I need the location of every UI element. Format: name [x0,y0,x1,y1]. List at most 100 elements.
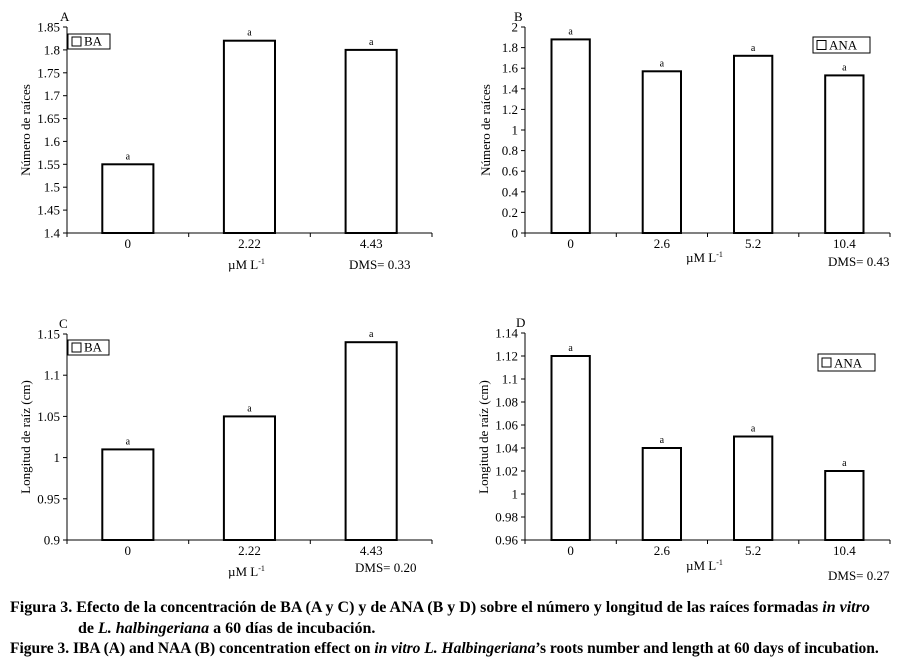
chart-b-y-tick-label-6: 1.2 [502,102,518,117]
chart-d-x-tick-label-3: 10.4 [833,543,856,558]
x-axis-title-superscript: -1 [258,257,265,266]
chart-a-y-tick-label-0: 1.4 [44,226,61,241]
chart-d-significance-label-0: a [568,343,573,354]
chart-c-x-axis-title: µM L-1 [228,564,265,579]
caption-spanish-text: a 60 días de incubación. [209,619,376,637]
caption-english-line: Figure 3. IBA (A) and NAA (B) concentrat… [10,639,879,660]
chart-d-x-axis-title: µM L-1 [686,558,723,573]
chart-a-y-tick-label-4: 1.6 [44,134,61,149]
chart-c-significance-label-1: a [247,403,252,414]
chart-a-y-tick-label-2: 1.5 [44,180,60,195]
caption-spanish-line-2: de L. halbingeriana a 60 días de incubac… [10,619,879,640]
figure-captions: Figura 3. Efecto de la concentración de … [10,598,879,660]
x-axis-title-superscript: -1 [258,564,265,573]
chart-c-y-axis-title: Longitud de raíz (cm) [18,380,33,494]
chart-c-bar-1 [222,415,276,541]
chart-d-y-tick-label-8: 1.12 [495,349,518,364]
chart-a-y-tick-label-3: 1.55 [37,157,60,172]
chart-a-x-tick-label-0: 0 [125,236,132,251]
chart-b-bar-1 [641,70,683,234]
chart-b-x-axis-title: µM L-1 [686,250,723,265]
caption-spanish-line-1: Figura 3. Efecto de la concentración de … [10,598,879,619]
chart-d-x-tick-label-1: 2.6 [654,543,671,558]
chart-d-dms-annotation: DMS= 0.27 [828,568,890,583]
chart-a-x-tick-label-1: 2.22 [238,236,261,251]
chart-b-y-tick-label-8: 1.6 [502,61,519,76]
panel-letter-b: B [514,9,523,24]
chart-d-y-tick-label-2: 1 [512,487,519,502]
chart-d-bar-2 [733,435,774,541]
chart-d-significance-label-2: a [751,424,756,435]
x-axis-title-unit: µM L [228,564,258,579]
caption-english-text: ’s roots number and length at 60 days of… [535,640,879,657]
chart-a-y-tick-label-1: 1.45 [37,203,60,218]
chart-d-significance-label-1: a [660,435,665,446]
chart-b-y-tick-label-0: 0 [512,226,519,241]
chart-b-x-tick-label-0: 0 [567,236,574,251]
chart-c-dms-annotation: DMS= 0.20 [355,560,417,575]
chart-b-significance-label-0: a [568,26,573,37]
chart-b-y-tick-label-9: 1.8 [502,40,518,55]
chart-a-bar-1 [222,39,276,235]
x-axis-title-superscript: -1 [716,558,723,567]
chart-d-y-tick-label-5: 1.06 [495,418,518,433]
x-axis-title-unit: µM L [686,250,716,265]
legend-swatch [821,357,832,368]
chart-c-legend: BA [67,339,110,356]
chart-b-y-tick-label-10: 2 [512,20,519,35]
chart-d-bar-1 [641,447,683,541]
caption-english-italic: in vitro L. Halbingeriana [374,640,536,657]
chart-a-dms-annotation: DMS= 0.33 [349,257,411,272]
chart-b-legend: ANA [812,36,871,54]
chart-a-y-axis-title: Número de raíces [18,84,33,176]
chart-a-y-tick-label-7: 1.75 [37,65,60,80]
chart-d-x-tick-label-2: 5.2 [745,543,761,558]
chart-d-y-tick-label-0: 0.96 [495,533,518,548]
caption-spanish-text: Figura 3. Efecto de la concentración de … [10,599,823,616]
legend-swatch [71,342,82,353]
chart-c-x-tick-label-0: 0 [125,543,132,558]
chart-b-significance-label-2: a [751,43,756,54]
chart-a-significance-label-1: a [247,28,252,39]
x-axis-title-unit: µM L [228,257,258,272]
chart-d-significance-label-3: a [842,458,847,469]
legend-frame [817,353,876,372]
chart-panel-b: B Número de raíces a 0 a 2.6 a 5.2 a 10.4 0 0.2 0.4 0… [478,9,891,269]
chart-panel-a: A Número de raíces a 0 a 2.22 a 4.43 1.4 1.45 1.5 1… [18,9,433,272]
chart-b-x-tick-label-3: 10.4 [833,236,856,251]
chart-c-x-tick-label-2: 4.43 [360,543,383,558]
chart-c-y-tick-label-1: 0.95 [37,491,60,506]
legend-swatch [71,36,82,47]
chart-b-y-tick-label-7: 1.4 [502,81,519,96]
chart-a-bar-0 [101,163,155,234]
chart-b-bar-3 [824,74,865,235]
chart-b-x-tick-label-1: 2.6 [654,236,671,251]
chart-c-y-tick-label-4: 1.1 [44,368,60,383]
legend-label: BA [84,34,103,49]
caption-spanish-text: de [78,619,98,637]
chart-a-significance-label-0: a [126,151,131,162]
chart-a-y-tick-label-6: 1.7 [44,88,61,103]
chart-c-y-tick-label-0: 0.9 [44,533,60,548]
chart-b-y-tick-label-5: 1 [512,123,519,138]
chart-d-y-axis-title: Longitud de raíz (cm) [476,380,491,494]
chart-a-x-tick-label-2: 4.43 [360,236,383,251]
chart-b-y-tick-label-3: 0.6 [502,164,519,179]
chart-b-y-tick-label-4: 0.8 [502,143,518,158]
chart-d-y-tick-label-3: 1.02 [495,464,518,479]
chart-d-y-tick-label-4: 1.04 [495,441,518,456]
chart-b-y-tick-label-2: 0.4 [502,184,519,199]
chart-b-significance-label-3: a [842,62,847,73]
legend-label: BA [84,340,103,355]
panel-letter-c: C [59,316,68,331]
chart-c-y-tick-label-3: 1.05 [37,409,60,424]
chart-b-bar-2 [733,54,774,234]
chart-b-y-tick-label-1: 0.2 [502,205,518,220]
chart-panel-c: C Longitud de raíz (cm) a 0 a 2.22 a 4.43 0.9 0.9… [18,316,433,579]
chart-d-bar-0 [550,355,591,541]
panel-letter-a: A [60,9,70,24]
chart-d-y-tick-label-6: 1.08 [495,395,518,410]
chart-c-bar-0 [101,448,155,541]
